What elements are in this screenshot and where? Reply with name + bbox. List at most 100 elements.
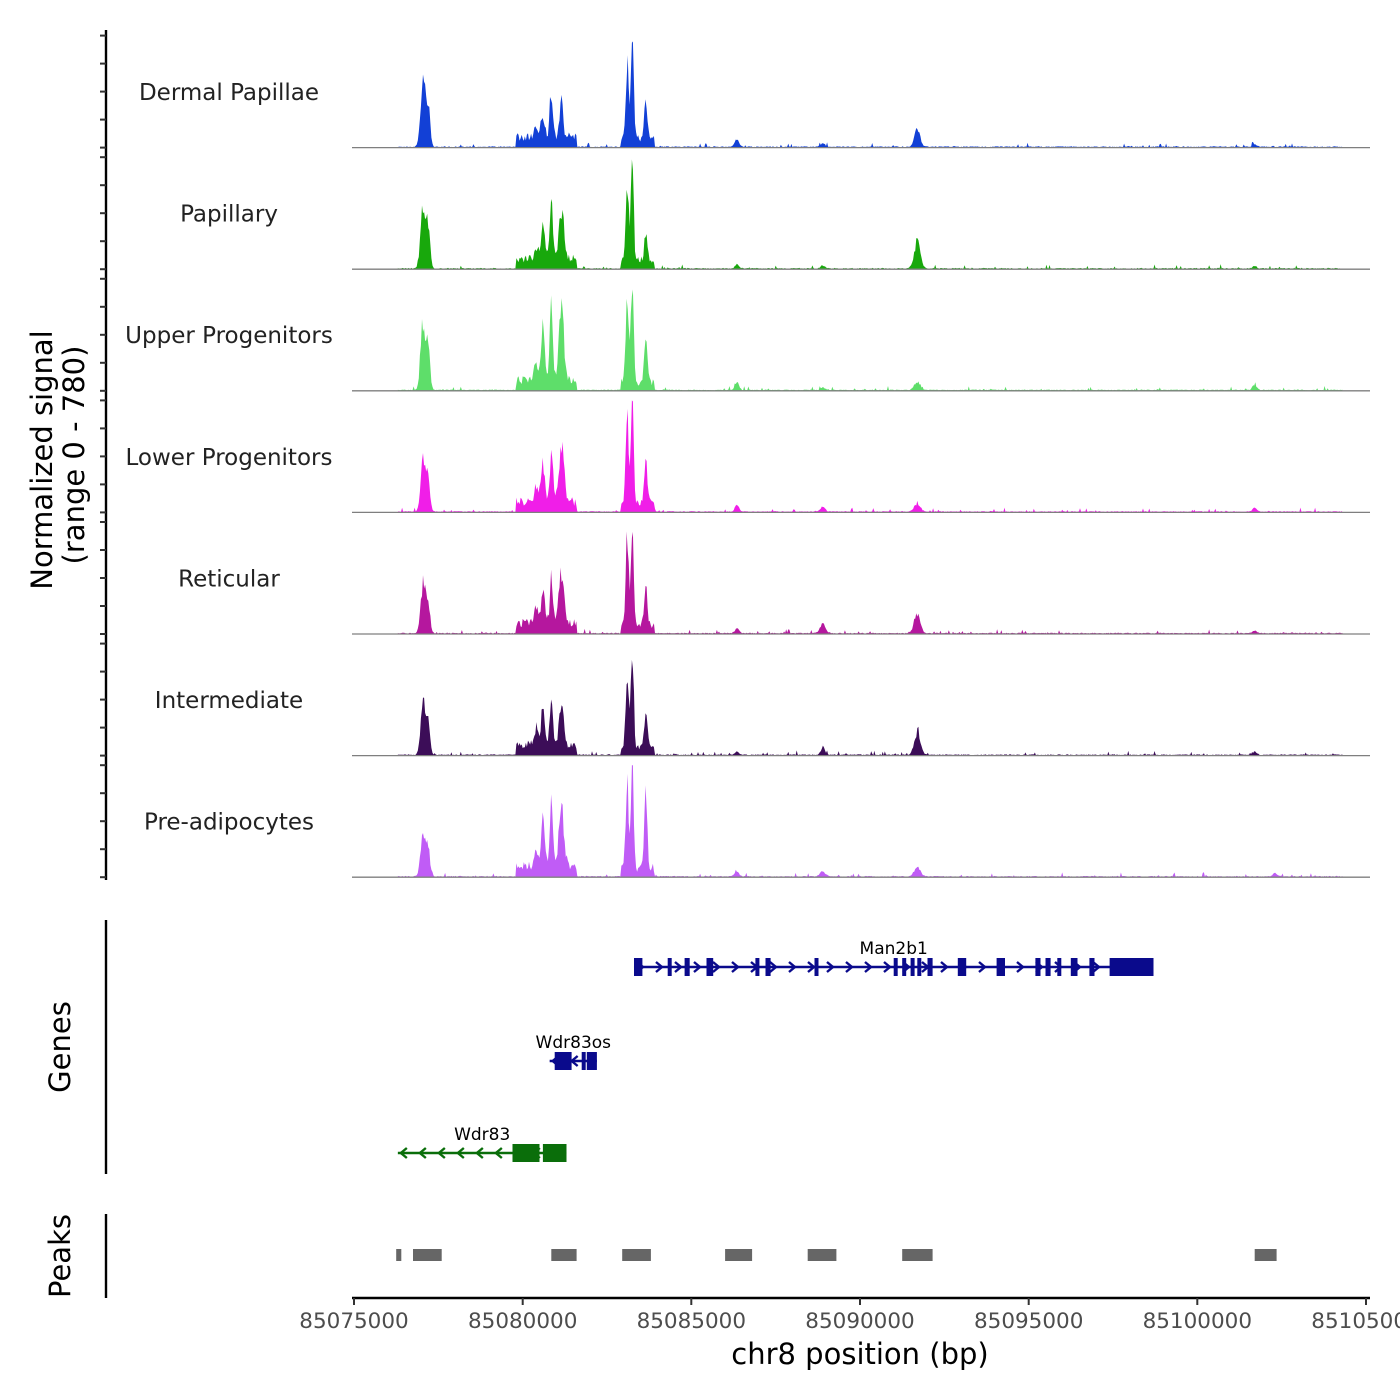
track-label: Reticular	[178, 566, 280, 592]
peaks-panel-title: Peaks	[43, 1214, 77, 1298]
x-tick-label: 85080000	[468, 1309, 577, 1334]
x-tick-label: 85095000	[974, 1309, 1083, 1334]
gene-man2b1: Man2b1	[633, 939, 1154, 976]
gene-wdr83: Wdr83	[397, 1125, 567, 1162]
track-lower-progenitors: Lower Progenitors	[126, 400, 1370, 514]
strand-arrow	[864, 961, 873, 973]
track-papillary: Papillary	[180, 159, 1370, 270]
gene-name: Wdr83os	[536, 1033, 612, 1053]
strand-arrow	[655, 961, 664, 973]
exon	[1045, 958, 1051, 976]
x-tick-label: 85075000	[299, 1309, 408, 1334]
strand-arrow	[417, 1147, 427, 1159]
peak-region	[413, 1249, 442, 1261]
exon	[814, 958, 819, 976]
exon	[765, 958, 771, 976]
coverage-area	[397, 159, 1343, 270]
exon	[586, 1052, 597, 1070]
coverage-area	[397, 531, 1343, 634]
exon	[1089, 958, 1095, 976]
x-tick-label: 85090000	[805, 1309, 914, 1334]
track-label: Upper Progenitors	[125, 323, 333, 349]
strand-arrow	[769, 961, 778, 973]
peak-region	[807, 1249, 837, 1261]
exon	[957, 958, 967, 976]
strand-arrow	[693, 961, 702, 973]
strand-arrow	[712, 961, 721, 973]
exon	[684, 958, 690, 976]
peak-region	[902, 1249, 933, 1261]
strand-arrow	[1092, 961, 1101, 973]
gene-wdr83os: Wdr83os	[536, 1033, 612, 1070]
exon	[1109, 958, 1154, 976]
coverage-area	[397, 41, 1343, 148]
peak-region	[1254, 1249, 1277, 1261]
exon	[927, 958, 933, 976]
exon	[893, 958, 898, 976]
x-tick-label: 85105000	[1311, 1309, 1400, 1334]
signal-y-axis-ticks	[100, 34, 106, 879]
peak-region	[725, 1249, 753, 1261]
y-axis-range: (range 0 - 780)	[57, 346, 91, 565]
track-intermediate: Intermediate	[155, 659, 1370, 757]
track-label: Papillary	[180, 202, 278, 228]
track-label: Intermediate	[155, 688, 303, 714]
coverage-area	[397, 289, 1343, 391]
exon	[902, 958, 907, 976]
track-label: Dermal Papillae	[139, 80, 319, 106]
exon	[706, 958, 714, 976]
strand-arrow	[845, 961, 854, 973]
exon	[581, 1052, 586, 1070]
strand-arrow	[1016, 961, 1025, 973]
track-dermal-papillae: Dermal Papillae	[139, 41, 1370, 149]
strand-arrow	[807, 961, 816, 973]
strand-arrow	[674, 961, 683, 973]
exon	[996, 958, 1005, 976]
x-tick-label: 85085000	[637, 1309, 746, 1334]
strand-arrow	[826, 961, 835, 973]
x-axis-ticks: 85075000 85080000 85085000 85090000 85095000…	[299, 1298, 1400, 1334]
exon	[542, 1144, 567, 1162]
exon	[512, 1144, 540, 1162]
x-tick-label: 85100000	[1143, 1309, 1252, 1334]
strand-arrow	[940, 961, 949, 973]
genes-panel-title: Genes	[43, 1001, 77, 1093]
exon	[755, 958, 760, 976]
peak-region	[622, 1249, 651, 1261]
exon	[554, 1052, 572, 1070]
exon	[1070, 958, 1078, 976]
exon	[634, 958, 643, 976]
gene-name: Man2b1	[860, 939, 928, 959]
track-label: Lower Progenitors	[126, 445, 333, 471]
strand-arrow	[455, 1147, 465, 1159]
exon	[667, 958, 672, 976]
strand-arrow	[474, 1147, 484, 1159]
gene-annotations: Man2b1 Wdr83os Wdr83	[397, 939, 1154, 1162]
coverage-area	[397, 765, 1343, 878]
exon	[1035, 958, 1041, 976]
track-reticular: Reticular	[178, 531, 1370, 635]
x-axis-title: chr8 position (bp)	[731, 1337, 988, 1371]
strand-arrow	[398, 1147, 408, 1159]
track-pre-adipocytes: Pre-adipocytes	[144, 765, 1370, 878]
strand-arrow	[731, 961, 740, 973]
strand-arrow	[788, 961, 797, 973]
exon	[910, 958, 915, 976]
strand-arrow	[883, 961, 892, 973]
y-axis-title: Normalized signal	[25, 330, 59, 589]
peak-regions	[396, 1249, 1277, 1261]
peak-region	[396, 1249, 402, 1261]
track-upper-progenitors: Upper Progenitors	[125, 289, 1370, 392]
track-label: Pre-adipocytes	[144, 810, 314, 836]
peak-region	[551, 1249, 577, 1261]
coverage-tracks: Dermal Papillae Papillary Upper Progenitor…	[125, 41, 1370, 878]
gene-name: Wdr83	[454, 1125, 510, 1145]
strand-arrow	[569, 1055, 579, 1067]
exon	[1057, 958, 1062, 976]
strand-arrow	[436, 1147, 446, 1159]
strand-arrow	[978, 961, 987, 973]
strand-arrow	[493, 1147, 503, 1159]
exon	[917, 958, 922, 976]
coverage-area	[397, 659, 1343, 756]
